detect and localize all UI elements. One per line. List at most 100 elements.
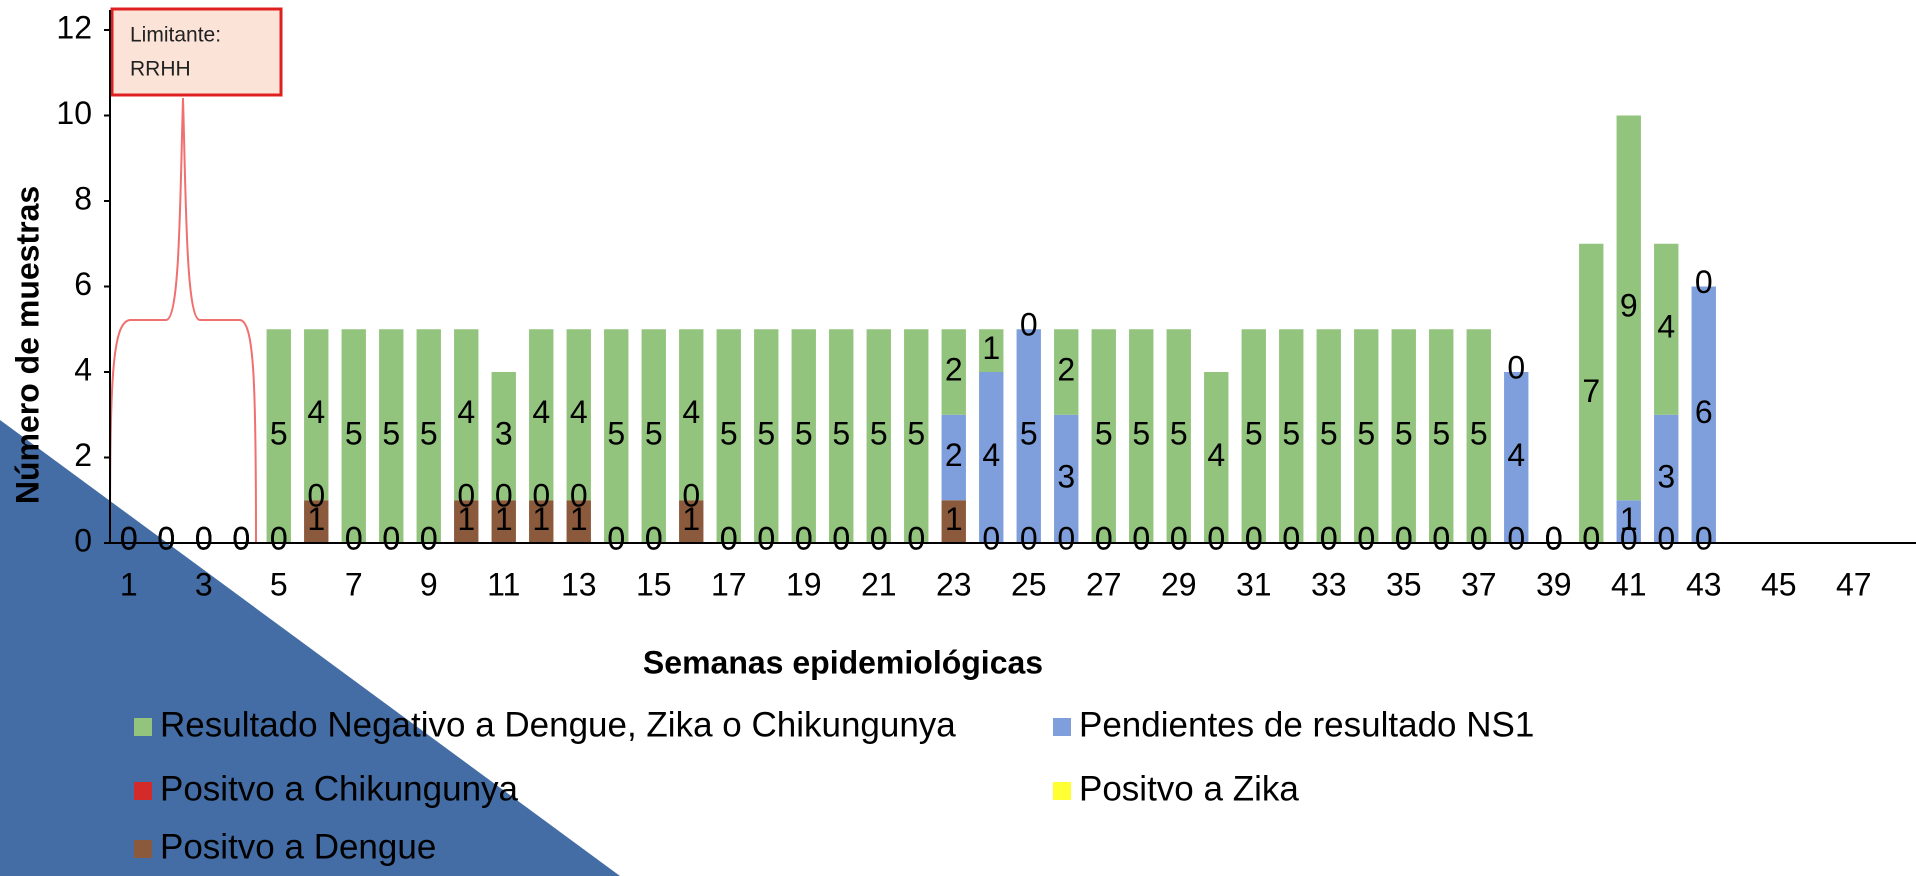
data-label: 0 [1545,520,1563,556]
data-label: 0 [1057,520,1075,556]
x-tick-label: 33 [1311,566,1347,602]
data-label: 0 [870,520,888,556]
data-label: 0 [982,520,1000,556]
data-label: 5 [382,416,400,452]
data-label: 5 [420,416,438,452]
data-label: 1 [982,330,1000,366]
data-label: 5 [757,416,775,452]
y-tick-label: 12 [56,9,92,45]
legend-label: Positvo a Chikungunya [160,769,519,808]
data-label: 4 [1507,437,1525,473]
x-tick-label: 43 [1686,566,1722,602]
y-tick-label: 6 [74,266,92,302]
data-label: 3 [1057,458,1075,494]
data-label: 0 [382,520,400,556]
data-label: 0 [645,520,663,556]
data-label: 4 [307,394,325,430]
legend-swatch [134,718,152,736]
chart: Limitante: RRHH Semanas epidemiológicas … [0,0,1916,876]
data-label: 0 [1395,520,1413,556]
data-label: 0 [345,520,363,556]
data-label: 0 [1095,520,1113,556]
data-label: 0 [570,478,588,514]
data-label: 0 [1582,520,1600,556]
x-tick-label: 37 [1461,566,1497,602]
data-label: 4 [1207,437,1225,473]
data-label: 5 [1095,416,1113,452]
data-label: 5 [1320,416,1338,452]
x-tick-label: 17 [711,566,747,602]
data-label: 5 [607,416,625,452]
x-tick-label: 41 [1611,566,1647,602]
data-label: 0 [1020,307,1038,343]
y-axis-title: Número de muestras [9,186,45,504]
data-label: 5 [1170,416,1188,452]
data-label: 0 [757,520,775,556]
data-label: 5 [1395,416,1413,452]
data-label: 0 [120,520,138,556]
x-tick-label: 27 [1086,566,1122,602]
data-label: 0 [907,520,925,556]
data-label: 5 [645,416,663,452]
x-tick-label: 31 [1236,566,1272,602]
data-label: 0 [832,520,850,556]
data-label: 5 [1282,416,1300,452]
legend-label: Positvo a Zika [1079,769,1299,808]
data-label: 0 [1507,349,1525,385]
data-label: 4 [457,394,475,430]
legend-label: Positvo a Dengue [160,827,436,866]
x-tick-label: 19 [786,566,822,602]
data-label: 3 [495,416,513,452]
data-label: 5 [345,416,363,452]
data-label: 5 [907,416,925,452]
data-label: 0 [270,520,288,556]
annotation-brace [110,98,256,543]
data-label: 4 [682,394,700,430]
x-tick-label: 35 [1386,566,1422,602]
annotation-text: RRHH [130,58,191,81]
data-label: 5 [870,416,888,452]
data-label: 0 [157,520,175,556]
data-label: 4 [982,437,1000,473]
data-label: 0 [607,520,625,556]
x-tick-label: 3 [195,566,213,602]
x-tick-label: 23 [936,566,972,602]
data-label: 0 [420,520,438,556]
data-label: 2 [1057,351,1075,387]
x-tick-label: 9 [420,566,438,602]
data-label: 0 [1020,520,1038,556]
data-label: 4 [532,394,550,430]
data-label: 1 [1620,501,1638,537]
x-tick-label: 13 [561,566,597,602]
data-label: 0 [307,478,325,514]
y-tick-label: 8 [74,180,92,216]
data-label: 5 [1357,416,1375,452]
data-label: 0 [195,520,213,556]
y-tick-label: 2 [74,437,92,473]
data-label: 0 [1170,520,1188,556]
data-label: 2 [945,351,963,387]
data-label: 5 [1470,416,1488,452]
data-label: 0 [1282,520,1300,556]
data-label: 0 [1695,520,1713,556]
data-label: 5 [1132,416,1150,452]
data-label: 9 [1620,287,1638,323]
data-label: 5 [795,416,813,452]
data-label: 5 [270,416,288,452]
legend-swatch [1053,782,1071,800]
data-label: 5 [832,416,850,452]
data-label: 0 [1695,264,1713,300]
data-label: 0 [720,520,738,556]
legend-label: Pendientes de resultado NS1 [1079,705,1534,744]
data-label: 0 [1320,520,1338,556]
data-label: 3 [1657,458,1675,494]
data-label: 2 [945,437,963,473]
data-label: 0 [532,478,550,514]
x-tick-label: 25 [1011,566,1047,602]
x-tick-label: 45 [1761,566,1797,602]
legend-swatch [134,840,152,858]
data-label: 0 [495,478,513,514]
data-label: 7 [1582,373,1600,409]
data-label: 0 [795,520,813,556]
data-label: 4 [570,394,588,430]
